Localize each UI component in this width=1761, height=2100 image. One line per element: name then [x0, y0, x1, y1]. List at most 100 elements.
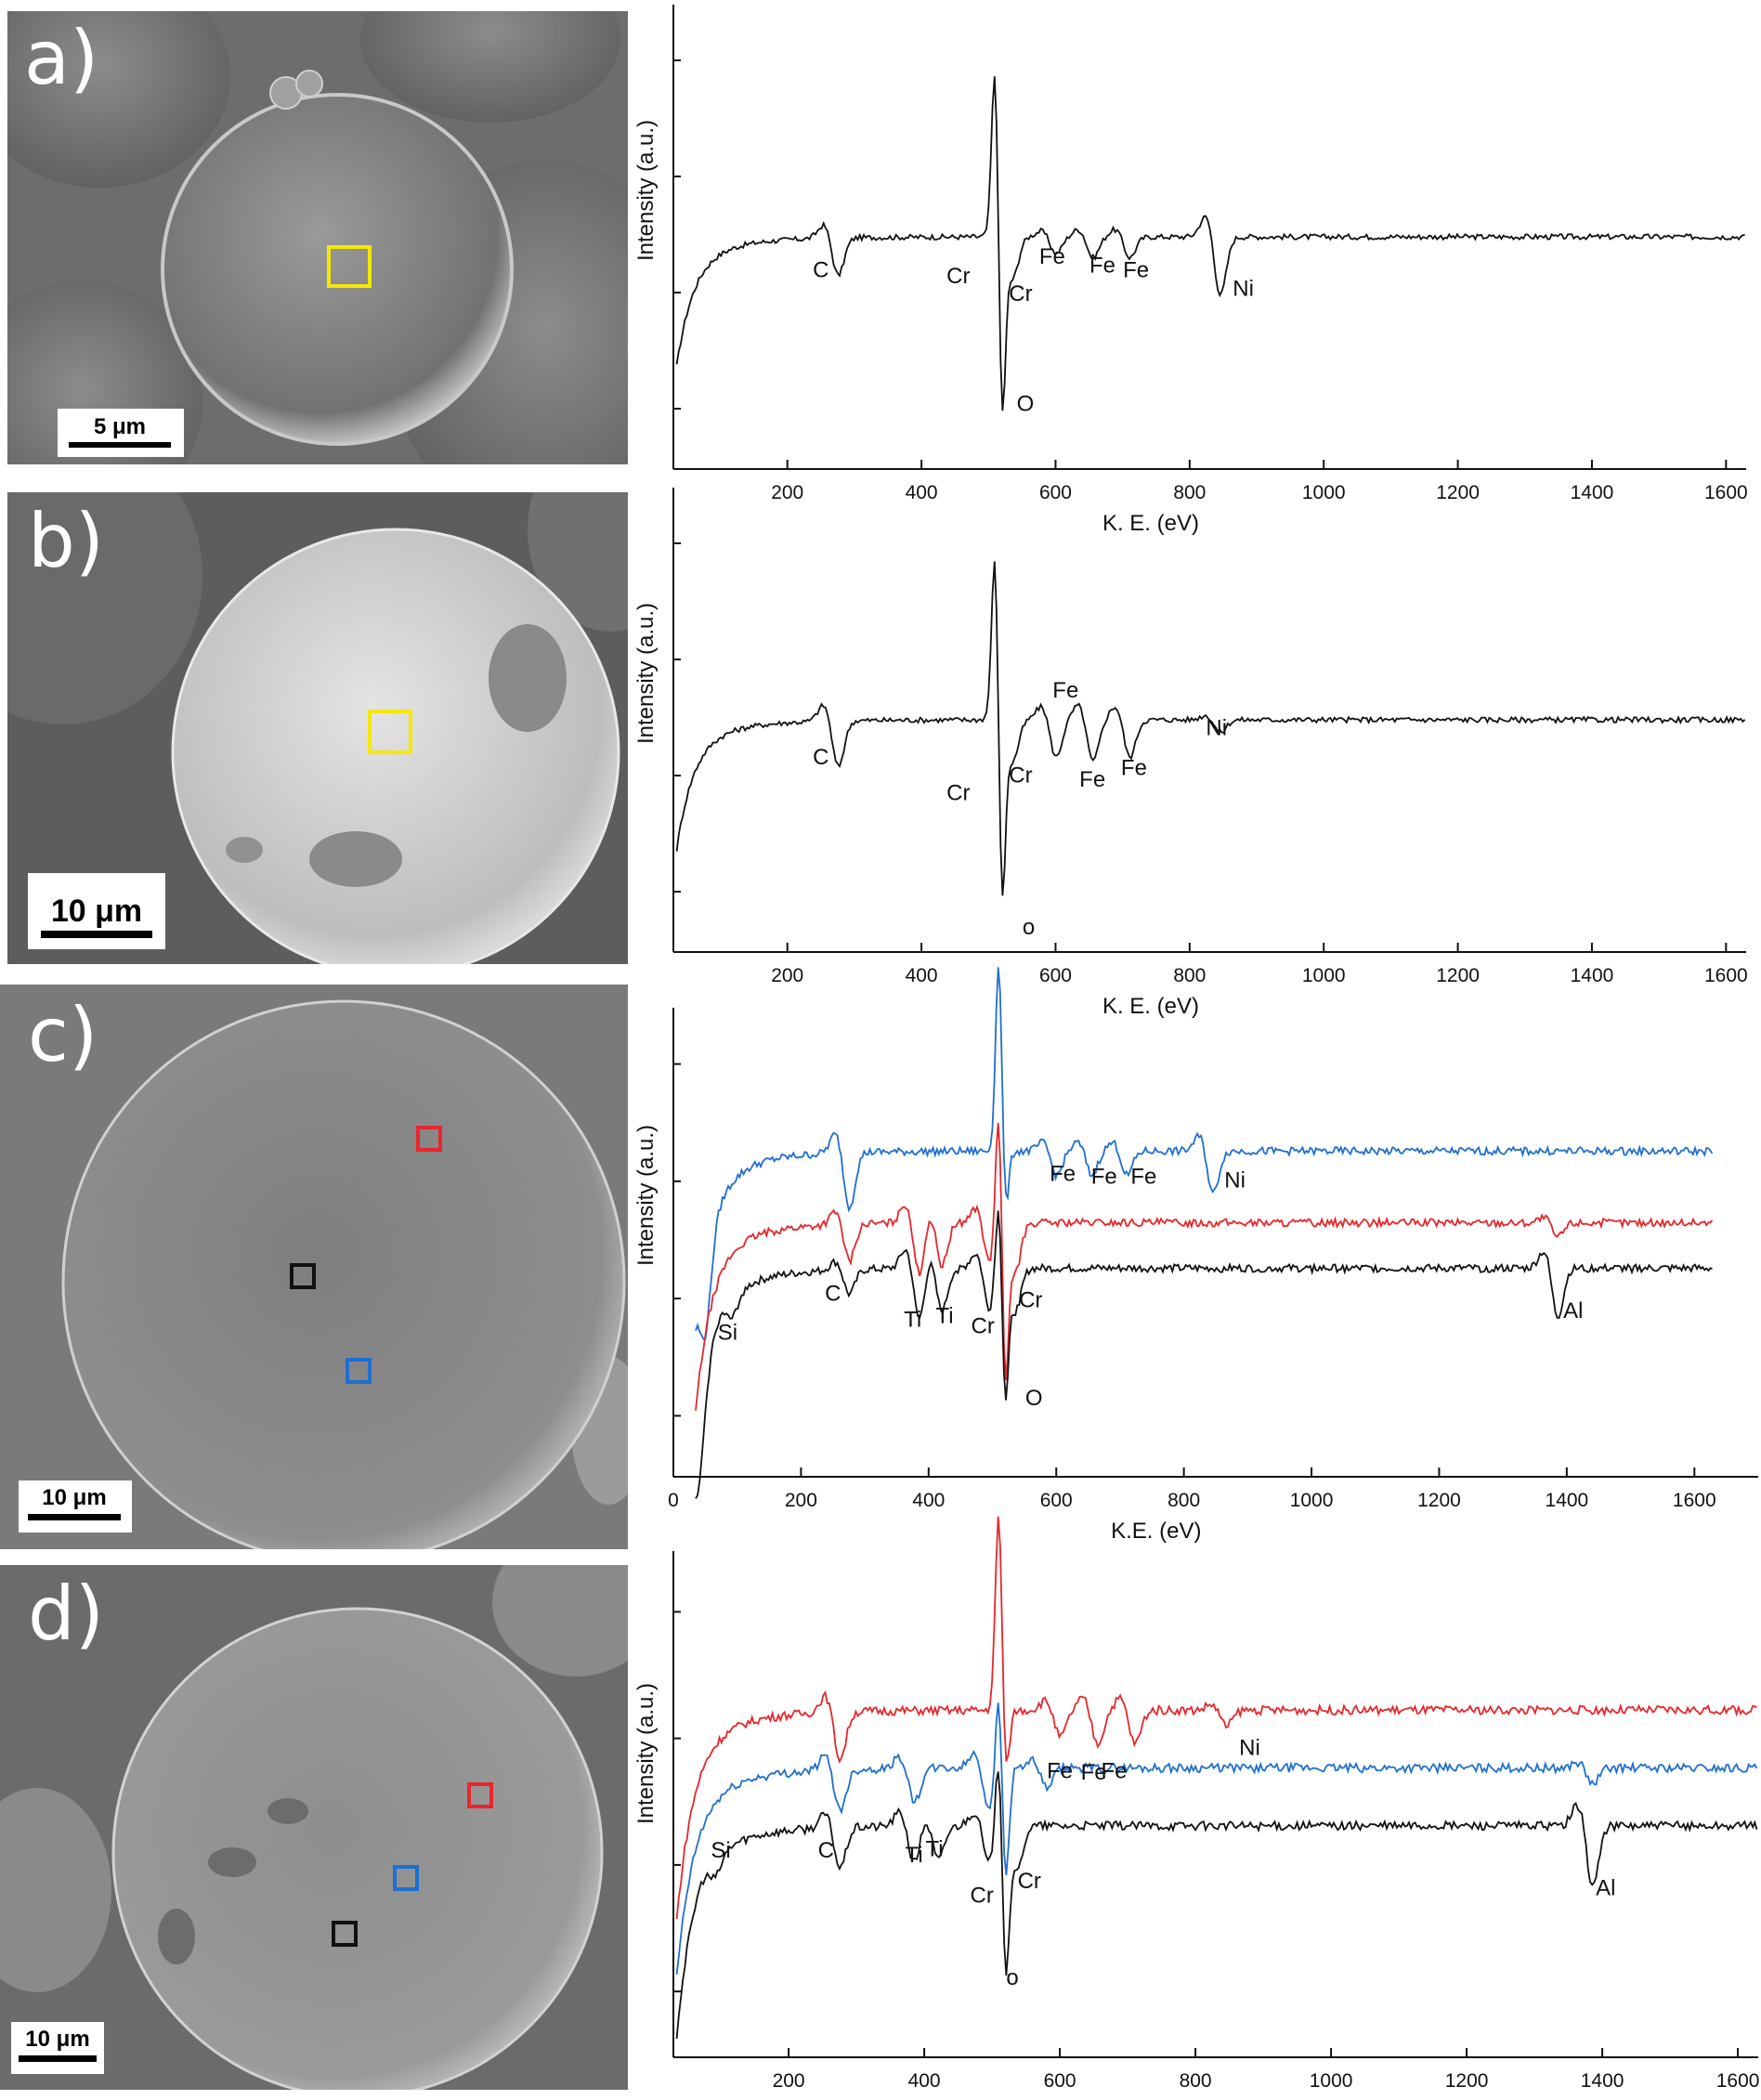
- y-axis-title: Intensity (a.u.): [633, 120, 659, 261]
- x-tick-label: 1000: [1302, 482, 1346, 503]
- x-tick-label: 1200: [1417, 1490, 1461, 1511]
- scale-bar-label: 10 μm: [42, 1485, 106, 1510]
- y-axis-title: Intensity (a.u.): [633, 603, 659, 744]
- peak-label: Fe: [1047, 1758, 1073, 1783]
- x-tick-label: 800: [1167, 1490, 1200, 1511]
- scale-bar-label: 5 μm: [94, 414, 146, 439]
- peak-label: Fe: [1052, 678, 1078, 703]
- sem-image-a: 5 μm a): [7, 11, 628, 464]
- peak-label: Cr: [1009, 763, 1032, 788]
- peak-label: Al: [1596, 1876, 1615, 1901]
- x-axis-title: K. E. (eV): [1102, 511, 1199, 536]
- peak-label: O: [1025, 1386, 1043, 1411]
- x-tick-label: 1200: [1436, 965, 1480, 986]
- peak-label: o: [1023, 915, 1035, 940]
- x-tick-label: 400: [906, 965, 938, 986]
- peak-label: Ti: [906, 1843, 923, 1868]
- scale-bar-label: 10 μm: [25, 2027, 89, 2052]
- spectrum-series-black: [675, 561, 1746, 896]
- peak-label: Cr: [946, 781, 970, 806]
- x-tick-label: 200: [773, 2070, 805, 2092]
- spectrum-chart-2: 200 400 600 800 1000 1200 1400 1600 K. E. (eV) In…: [633, 488, 1748, 1019]
- x-tick-label: 600: [1040, 1490, 1073, 1511]
- x-tick-label: 600: [1039, 482, 1072, 503]
- peak-label: O: [1017, 392, 1035, 417]
- peak-label: Fe: [1130, 1164, 1156, 1189]
- peak-label: Ni: [1224, 1168, 1246, 1193]
- x-tick-label: 600: [1044, 2070, 1076, 2092]
- peak-label: Cr: [1019, 1288, 1042, 1313]
- sem-image-b: 10 μm b): [7, 492, 628, 964]
- peak-label: C: [818, 1838, 834, 1863]
- y-axis-title: Intensity (a.u.): [633, 1683, 659, 1824]
- spectrum-series-blue: [675, 1702, 1758, 1975]
- x-axis-title: K. E. (eV): [1102, 994, 1199, 1019]
- peak-label: Cr: [946, 264, 970, 289]
- x-tick-label: 200: [771, 965, 803, 986]
- peak-label: C: [825, 1282, 841, 1307]
- red-region-marker: [467, 1782, 493, 1808]
- spectrum-series-black: [675, 1771, 1758, 2039]
- x-tick-label: 1200: [1436, 482, 1480, 503]
- panel-letter-b: b): [28, 498, 104, 584]
- x-tick-label: 200: [771, 482, 803, 503]
- peak-label: Cr: [1009, 281, 1032, 307]
- peak-label: Si: [711, 1838, 730, 1863]
- scale-bar-label: 10 μm: [51, 893, 142, 929]
- peak-label: Fe: [1121, 756, 1147, 781]
- x-tick-label: 600: [1039, 965, 1072, 986]
- x-tick-label: 200: [785, 1490, 817, 1511]
- peak-label: Ni: [1239, 1736, 1260, 1761]
- x-tick-label: 800: [1173, 482, 1206, 503]
- x-tick-label: 1200: [1445, 2070, 1489, 2092]
- peak-label: Fe: [1081, 1760, 1107, 1785]
- sem-micrograph-d: 10 μm d): [0, 1565, 628, 2090]
- spectrum-series-blue: [695, 967, 1714, 1341]
- x-tick-label: 1000: [1290, 1490, 1334, 1511]
- x-tick-label: 1600: [1673, 1490, 1716, 1511]
- x-tick-label: 1000: [1302, 965, 1346, 986]
- peak-label: C: [813, 745, 828, 770]
- scale-bar-box: [11, 2022, 104, 2074]
- sem-image-c: 10 μm c): [0, 985, 628, 1549]
- x-tick-label: 1600: [1716, 2070, 1760, 2092]
- scale-bar-box: [58, 409, 184, 457]
- peak-label: Al: [1563, 1298, 1583, 1324]
- x-tick-label: 800: [1180, 2070, 1212, 2092]
- x-tick-label: 400: [908, 2070, 941, 2092]
- x-tick-label: 800: [1173, 965, 1206, 986]
- x-tick-label: 0: [668, 1490, 679, 1511]
- spectrum-series-red: [675, 1516, 1757, 1920]
- black-region-marker: [332, 1921, 358, 1947]
- peak-label: Fe: [1089, 253, 1115, 278]
- x-tick-label: 1600: [1704, 965, 1748, 986]
- peak-label: Cr: [970, 1883, 993, 1908]
- sem-image-d: 10 μm d): [0, 1565, 628, 2090]
- peak-label: Ti: [904, 1308, 921, 1333]
- peak-label: Ti: [935, 1303, 953, 1328]
- peak-label: C: [813, 257, 828, 282]
- peak-label: Ti: [925, 1837, 943, 1862]
- peak-label: Si: [718, 1321, 737, 1346]
- blue-region-marker: [346, 1358, 372, 1384]
- peak-label: Fe: [1091, 1164, 1117, 1189]
- panel-letter-d: d): [28, 1571, 104, 1657]
- peak-label: Ni: [1233, 276, 1254, 301]
- x-tick-label: 1400: [1581, 2070, 1624, 2092]
- x-tick-label: 400: [912, 1490, 945, 1511]
- spectrum-chart-1: 200 400 600 800 1000 1200 1400 1600 K. E. (eV) In…: [633, 5, 1748, 536]
- peak-label: Fe: [1079, 767, 1105, 792]
- panel-letter-a: a): [24, 15, 98, 101]
- spectrum-series-black: [675, 76, 1745, 411]
- spectrum-series-red: [695, 1123, 1714, 1411]
- x-tick-label: 1600: [1704, 482, 1748, 503]
- spectrum-chart-3: 0 200 400 600 800 1000 1200 1400 1600 K.E. (eV) In…: [633, 967, 1758, 1544]
- scale-bar-box: [19, 1480, 132, 1533]
- peak-label: Cr: [1018, 1869, 1041, 1894]
- peak-label: Cr: [972, 1314, 995, 1339]
- yellow-region-marker: [327, 245, 372, 288]
- peak-label: Fe: [1050, 1162, 1076, 1187]
- black-region-marker: [290, 1263, 316, 1289]
- peak-label: Fe: [1039, 244, 1065, 269]
